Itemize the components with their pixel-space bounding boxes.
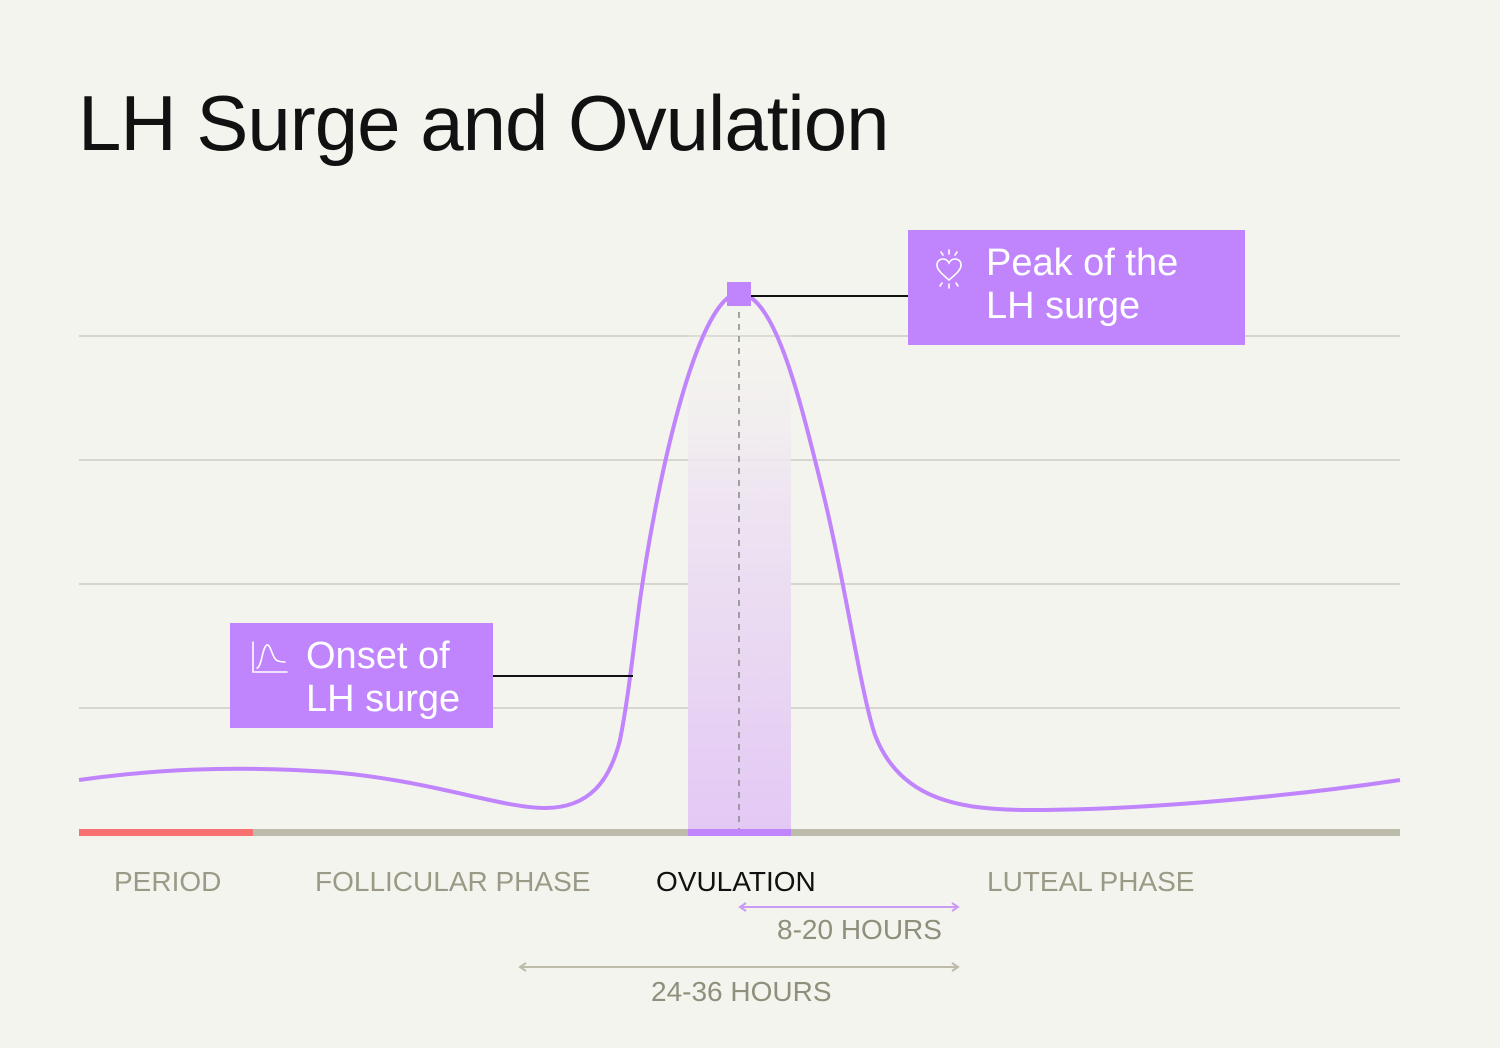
phase-baseline [79,829,1400,836]
peak-callout-line2: LH surge [986,285,1141,327]
page-title: LH Surge and Ovulation [78,79,890,167]
phase-label-luteal: LUTEAL PHASE [987,866,1195,897]
peak-callout-line1: Peak of the [986,242,1179,284]
period-bar [79,829,253,836]
onset-callout: Onset of LH surge [230,623,493,728]
phase-label-ovulation: OVULATION [656,866,816,897]
phase-label-period: PERIOD [114,866,222,897]
onset-callout-line2: LH surge [306,678,461,720]
ovulation-bar [688,829,791,836]
short-duration-label: 8-20 HOURS [777,914,942,945]
long-duration-label: 24-36 HOURS [651,976,832,1007]
long-duration-arrow [518,962,960,972]
short-duration-arrow [738,902,960,912]
onset-callout-line1: Onset of [306,635,450,677]
phase-label-follicular: FOLLICULAR PHASE [315,866,591,897]
peak-callout: Peak of the LH surge [908,230,1245,345]
heart-icon [936,249,962,289]
lh-curve [78,290,1401,813]
peak-marker [727,282,751,306]
curve-graph-icon [252,641,288,673]
